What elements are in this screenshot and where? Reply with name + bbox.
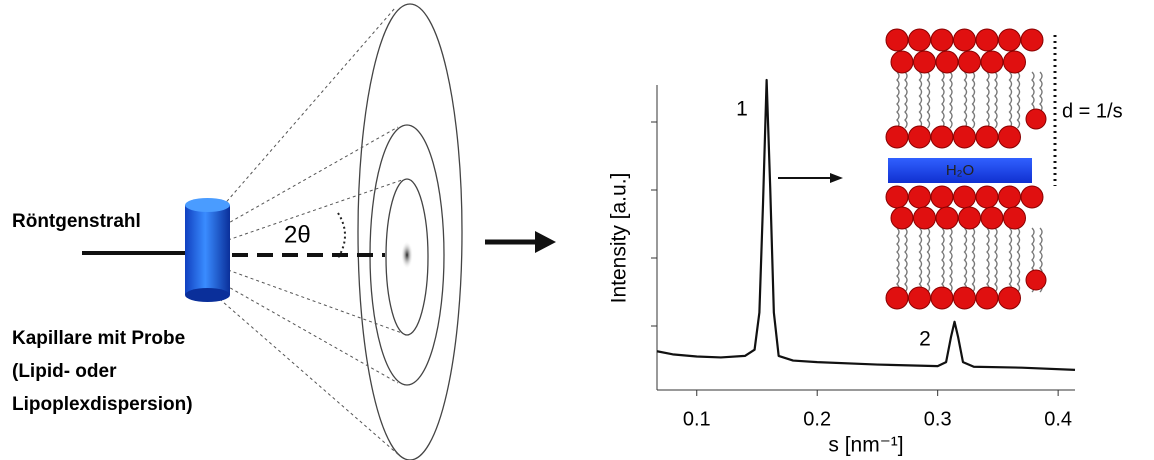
lipid-tail xyxy=(918,71,923,129)
lipid-head xyxy=(908,125,931,149)
x-tick-label: 0.2 xyxy=(803,408,831,430)
sample-label: Lipoplexdispersion) xyxy=(12,394,193,415)
lipid-head xyxy=(980,206,1004,230)
lipid-tail xyxy=(986,227,990,293)
lipid-tail xyxy=(896,227,900,293)
lipid-tail xyxy=(896,71,900,129)
lipid-head xyxy=(930,286,954,310)
y-axis-label: Intensity [a.u.] xyxy=(608,173,631,304)
lipid-tail xyxy=(994,71,998,129)
lipid-head xyxy=(975,125,999,149)
lipid-head xyxy=(998,28,1021,52)
lipid-tail xyxy=(949,227,953,293)
lipid-head xyxy=(975,185,999,209)
lipid-tail xyxy=(986,71,990,129)
x-tick-label: 0.3 xyxy=(924,408,952,430)
ring-outer xyxy=(357,3,463,460)
lipid-head xyxy=(953,286,976,310)
angle-label: 2θ xyxy=(284,221,311,248)
lipid-tail xyxy=(994,227,998,293)
lipid-head xyxy=(913,50,936,74)
beam-spot xyxy=(401,241,413,269)
lipid-tail xyxy=(963,227,968,293)
lipid-head xyxy=(1020,28,1044,52)
capillary-bottom xyxy=(185,288,230,302)
lipid-head xyxy=(998,185,1021,209)
lipid-tail xyxy=(949,71,953,129)
x-axis-label: s [nm⁻¹] xyxy=(828,434,903,457)
lipid-head xyxy=(958,206,981,230)
spacing-label: d = 1/s xyxy=(1062,100,1123,122)
lipid-head xyxy=(1003,50,1026,74)
lipid-head xyxy=(975,286,999,310)
lipid-head xyxy=(890,50,914,74)
lipid-head xyxy=(953,28,976,52)
lipid-head xyxy=(885,28,909,52)
lipid-tail xyxy=(904,71,908,129)
cone-lines xyxy=(214,7,403,457)
lipid-head xyxy=(885,185,909,209)
capillary xyxy=(185,205,230,295)
lipid-bilayers xyxy=(885,28,1047,310)
lipid-tail xyxy=(1016,227,1021,293)
lipid-tail xyxy=(1008,71,1013,129)
lipid-head xyxy=(890,206,914,230)
sample-label: (Lipid- oder xyxy=(12,361,117,382)
lipid-tail xyxy=(1008,227,1013,293)
peak-label: 1 xyxy=(736,98,748,121)
lipid-head xyxy=(958,50,981,74)
lipid-head xyxy=(908,28,931,52)
lipid-head xyxy=(1003,206,1026,230)
lipid-tail xyxy=(918,227,923,293)
lipid-head xyxy=(953,185,976,209)
setup xyxy=(82,3,843,460)
lipid-tail xyxy=(971,227,976,293)
angle-arc xyxy=(337,212,346,259)
lipid-head xyxy=(913,206,936,230)
lipid-tail xyxy=(904,227,908,293)
plot-axes xyxy=(651,85,1075,391)
beam-label: Röntgenstrahl xyxy=(12,211,141,232)
lipid-tail xyxy=(963,71,968,129)
lipid-head xyxy=(1025,269,1047,291)
water-label: H₂O xyxy=(946,162,974,179)
lipid-head xyxy=(1020,185,1044,209)
lipid-head xyxy=(908,286,931,310)
x-tick-label: 0.4 xyxy=(1044,408,1072,430)
lipid-head xyxy=(908,185,931,209)
water-layer xyxy=(888,158,1032,183)
lipid-head xyxy=(953,125,976,149)
lipid-head xyxy=(998,286,1021,310)
lipid-tail xyxy=(1016,71,1021,129)
lipid-tail xyxy=(941,227,945,293)
capillary-top xyxy=(185,198,230,212)
arrow-small-head xyxy=(830,173,843,183)
intensity-curve xyxy=(656,78,1076,371)
lipid-head xyxy=(885,125,909,149)
peak-label: 2 xyxy=(919,328,931,351)
sample-label: Kapillare mit Probe xyxy=(12,328,185,349)
lipid-head xyxy=(975,28,999,52)
lipid-tail xyxy=(941,71,945,129)
lipid-tail xyxy=(926,227,931,293)
lipid-head xyxy=(980,50,1004,74)
ring-inner xyxy=(385,178,429,336)
lipid-head xyxy=(935,206,959,230)
lipid-head xyxy=(930,28,954,52)
lipid-head xyxy=(998,125,1021,149)
lipid-head xyxy=(930,185,954,209)
lipid-head xyxy=(935,50,959,74)
lipid-head xyxy=(1025,108,1047,130)
lipid-tail xyxy=(971,71,976,129)
lipid-head xyxy=(930,125,954,149)
lipid-head xyxy=(885,286,909,310)
arrow-head xyxy=(535,231,556,253)
x-tick-label: 0.1 xyxy=(683,408,711,430)
lipid-tail xyxy=(926,71,931,129)
